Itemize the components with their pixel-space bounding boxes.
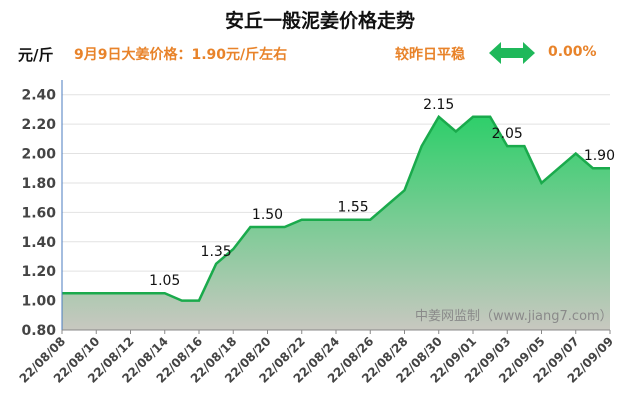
data-label: 1.35	[201, 244, 232, 260]
y-tick-label: 1.20	[21, 264, 56, 280]
y-tick-label: 2.20	[21, 117, 56, 133]
data-label: 1.55	[338, 200, 369, 216]
data-label: 2.05	[492, 126, 523, 142]
series-line	[62, 114, 610, 302]
area-fill	[62, 116, 610, 330]
y-tick-label: 0.80	[21, 323, 56, 339]
y-tick-label: 1.60	[21, 205, 56, 221]
chart-title: 安丘一般泥姜价格走势	[224, 10, 415, 32]
watermark: 中姜网监制（www.jiang7.com）	[415, 309, 613, 324]
double-arrow-icon	[489, 42, 535, 64]
y-tick-label: 1.40	[21, 235, 56, 251]
y-tick-label: 2.40	[21, 88, 56, 104]
change-percent: 0.00%	[548, 44, 597, 60]
data-label: 1.05	[149, 273, 180, 289]
compare-label: 较昨日平稳	[395, 47, 465, 63]
y-tick-label: 1.00	[21, 294, 56, 310]
data-label: 2.15	[423, 97, 454, 113]
y-tick-label: 1.80	[21, 176, 56, 192]
unit-label: 元/斤	[18, 46, 54, 64]
data-label: 1.90	[584, 148, 615, 164]
data-label: 1.50	[252, 207, 283, 223]
y-tick-label: 2.00	[21, 147, 56, 163]
price-summary: 9月9日大姜价格：1.90元/斤左右	[74, 47, 288, 63]
